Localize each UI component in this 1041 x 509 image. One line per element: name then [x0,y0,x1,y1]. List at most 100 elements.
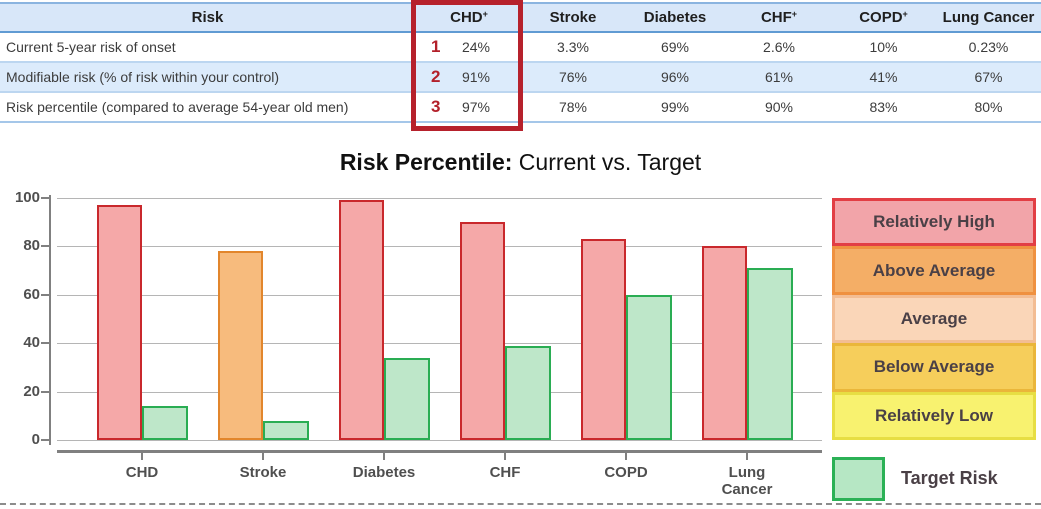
table-cell: 90% [727,93,831,121]
grid-line [57,391,822,393]
legend-band-below-average: Below Average [832,343,1036,392]
legend-band-label: Below Average [873,357,995,377]
column-label: Stroke [549,9,597,26]
bar-target-lung-cancer [747,268,793,440]
x-axis-label: COPD [604,464,648,481]
legend-band-above-average: Above Average [832,246,1036,295]
column-label: Lung Cancer [942,9,1035,26]
y-axis-tick [41,390,49,393]
y-tick-label: 60 [23,285,40,303]
callout-number: 2 [431,67,441,86]
cell-value: 41% [869,69,898,85]
table-header-cell-chd: CHD + [415,4,523,31]
row-label: Current 5-year risk of onset [6,39,176,55]
cell-value: 10% [869,39,898,55]
y-tick-label: 40 [23,334,40,352]
bar-current-stroke [218,251,263,440]
table-cell: 10% [831,33,936,61]
chart-title-rest: Current vs. Target [512,149,702,175]
cell-value: 97% [461,99,491,115]
x-axis-line [57,450,822,453]
table-cell: 99% [623,93,727,121]
table-cell: 2 91% [415,63,523,91]
cell-value: 67% [974,69,1003,85]
y-axis-tick [41,245,49,248]
grid-line [57,198,822,199]
cell-value: 80% [974,99,1003,115]
y-axis-line [49,195,51,445]
legend-band-label: Above Average [872,260,996,280]
column-sup-marker: + [902,9,908,19]
callout-number: 3 [431,97,441,116]
table-cell: 76% [523,63,623,91]
column-label: CHD [450,9,483,26]
y-tick-label: 0 [31,431,40,448]
x-axis-label: CHD [125,464,159,481]
bar-target-diabetes [384,357,430,440]
table-cell: 41% [831,63,936,91]
x-axis-label: CHF [489,464,521,481]
cell-value: 90% [764,99,794,115]
legend-band-label: Average [900,308,968,328]
column-label: COPD [859,9,903,26]
cell-value: 76% [558,69,588,85]
cell-value: 78% [558,99,588,115]
cell-value: 24% [461,39,491,55]
bar-target-copd [626,294,672,440]
cell-value: 0.23% [968,39,1009,55]
row-label: Modifiable risk (% of risk within your c… [6,69,280,85]
bar-current-lung-cancer [702,246,747,440]
x-axis-tick [625,453,627,460]
x-axis-tick [504,453,506,460]
table-cell: 1 24% [415,33,523,61]
y-tick-label: 80 [23,237,40,255]
legend-band-label: Relatively High [873,212,995,232]
x-axis-label: Diabetes [352,464,416,481]
cell-value: 96% [660,69,690,85]
y-axis-tick [41,439,49,441]
grid-line [57,343,822,345]
table-cell: 69% [623,33,727,61]
bar-current-chf [460,222,505,440]
table-header-cell-risk: Risk [0,4,415,31]
legend-band-relatively-high: Relatively High [832,198,1036,247]
bottom-dashed-divider [0,503,1041,505]
table-header-cell-chf: CHF + [727,4,831,31]
chart-title-bold: Risk Percentile: [339,149,513,175]
grid-line [57,246,822,248]
grid-line [57,294,822,296]
cell-value: 3.3% [557,39,589,55]
callout-number: 1 [431,37,441,56]
x-axis-label: Stroke [239,464,287,481]
table-cell: 61% [727,63,831,91]
table-header-cell-stroke: Stroke [523,4,623,31]
y-tick-label: 20 [23,382,40,400]
table-cell: 67% [936,63,1041,91]
table-cell: 2.6% [727,33,831,61]
column-sup-marker: + [482,9,488,19]
column-label: Diabetes [643,9,707,26]
bar-current-diabetes [339,200,384,440]
legend-band-average: Average [832,294,1036,344]
y-axis-tick [41,342,49,345]
grid-line [57,440,822,441]
x-axis-tick [746,453,748,460]
x-axis-tick [141,453,143,460]
legend-band-label: Relatively Low [874,405,994,425]
table-header-cell-copd: COPD + [831,4,936,31]
table-header-cell-diabetes: Diabetes [623,4,727,31]
bar-target-chd [142,406,188,440]
cell-value: 61% [764,69,794,85]
bar-current-copd [581,239,626,440]
table-cell: 80% [936,93,1041,121]
table-cell: 96% [623,63,727,91]
table-header-cell-lung-cancer: Lung Cancer [936,4,1041,31]
y-axis-tick [41,197,49,199]
x-axis-label: Lung Cancer [721,464,773,498]
y-axis-tick [41,293,49,296]
table-cell: 3 97% [415,93,523,121]
column-sup-marker: + [791,9,798,19]
chart-title: Risk Percentile: Current vs. Target [0,149,1041,176]
